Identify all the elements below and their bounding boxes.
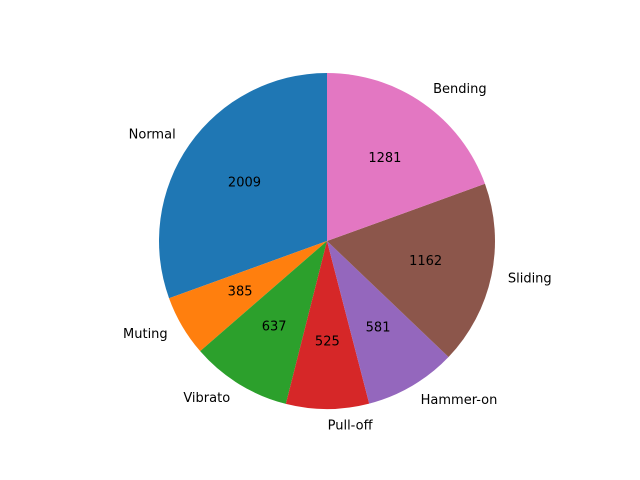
value-label-hammer-on: 581 [366,320,391,335]
pie-slice-pull-off [285,241,370,410]
pie-slice-hammer-on [327,241,449,404]
pie-slice-bending [327,73,485,241]
pie-slice-sliding [327,183,495,357]
category-label-pull-off: Pull-off [328,418,374,433]
category-label-bending: Bending [433,82,487,97]
category-label-muting: Muting [123,327,168,342]
pie-slices [159,73,495,410]
category-label-vibrato: Vibrato [183,391,230,406]
value-label-normal: 2009 [228,176,261,191]
value-label-sliding: 1162 [409,254,442,269]
value-label-vibrato: 637 [262,319,287,334]
value-label-bending: 1281 [368,151,401,166]
category-label-normal: Normal [129,127,176,142]
pie-slice-normal [159,73,327,299]
pie-slice-vibrato [200,241,327,404]
pie-labels: Normal 2009 Muting 385 Vibrato 637 Pull-off 525… [123,82,552,433]
value-label-muting: 385 [228,285,253,300]
category-label-sliding: Sliding [508,272,552,287]
value-label-pull-off: 525 [315,334,340,349]
pie-slice-muting [169,241,327,352]
category-label-hammer-on: Hammer-on [421,393,498,408]
